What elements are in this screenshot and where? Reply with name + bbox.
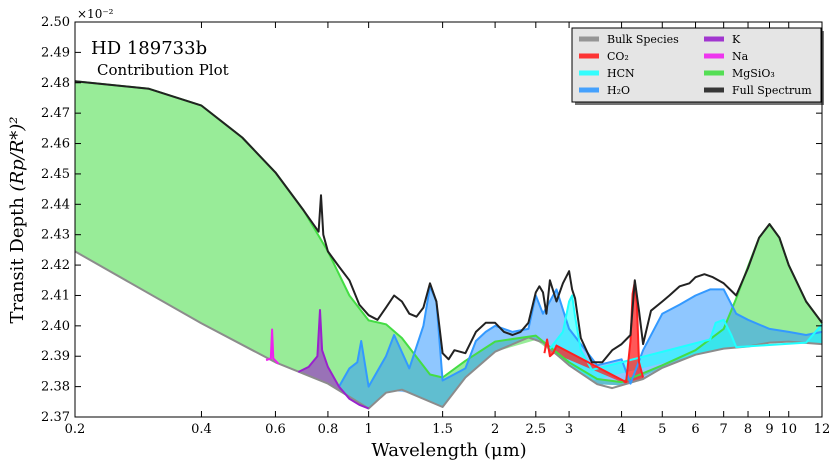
y-axis-label: Transit Depth (Rp/R*)² bbox=[7, 116, 28, 323]
y-tick-label: 2.46 bbox=[41, 137, 70, 152]
y-tick-label: 2.37 bbox=[41, 410, 70, 425]
legend-label-bulk-species: Bulk Species bbox=[607, 33, 679, 46]
x-tick-label: 0.4 bbox=[191, 422, 212, 437]
series-lines bbox=[74, 80, 823, 410]
series-fill-mgsio3 bbox=[75, 81, 822, 409]
y-tick-label: 2.49 bbox=[41, 45, 70, 60]
legend-label-full-spectrum: Full Spectrum bbox=[732, 84, 812, 97]
legend-label-hcn: HCN bbox=[607, 67, 635, 80]
series-fill-co2 bbox=[544, 281, 644, 384]
series-line-co2 bbox=[543, 280, 645, 384]
x-axis-label: Wavelength (μm) bbox=[371, 440, 526, 461]
x-tick-label: 5 bbox=[658, 422, 666, 437]
legend-label-k: K bbox=[732, 33, 741, 46]
chart-subtitle: Contribution Plot bbox=[97, 61, 229, 79]
plot-frame bbox=[74, 21, 823, 418]
x-tick-label: 2.5 bbox=[525, 422, 546, 437]
x-tick-label: 6 bbox=[691, 422, 699, 437]
axis-ticks: 0.2 0.4 0.6 0.8 1 1.5 2 2.5 3 4 5 6 7 8 9 10 12 2.37 2.38 2… bbox=[41, 15, 830, 437]
series-line-hcn bbox=[549, 294, 823, 371]
legend-label-na: Na bbox=[732, 50, 749, 63]
x-tick-label: 1.5 bbox=[432, 422, 453, 437]
x-tick-label: 8 bbox=[744, 422, 752, 437]
x-tick-label: 7 bbox=[720, 422, 728, 437]
legend-label-mgsio3: MgSiO₃ bbox=[732, 67, 775, 80]
x-tick-label: 0.6 bbox=[265, 422, 286, 437]
x-tick-label: 0.8 bbox=[318, 422, 339, 437]
y-tick-label: 2.44 bbox=[41, 197, 70, 212]
x-tick-label: 10 bbox=[780, 422, 797, 437]
series-line-k bbox=[297, 309, 369, 410]
y-multiplier: ×10⁻² bbox=[77, 7, 114, 21]
legend-label-co2: CO₂ bbox=[607, 50, 629, 63]
chart-title: HD 189733b bbox=[91, 38, 207, 59]
legend: Bulk Species CO₂ HCN H₂O K Na MgSiO₃ Full Spect… bbox=[571, 27, 824, 105]
y-tick-label: 2.48 bbox=[41, 76, 70, 91]
y-tick-label: 2.40 bbox=[41, 319, 70, 334]
series-line-na bbox=[265, 328, 280, 365]
y-tick-label: 2.39 bbox=[41, 349, 70, 364]
x-tick-label: 9 bbox=[765, 422, 773, 437]
y-tick-label: 2.38 bbox=[41, 380, 70, 395]
legend-box bbox=[571, 27, 822, 103]
y-tick-label: 2.47 bbox=[41, 106, 70, 121]
x-tick-label: 12 bbox=[814, 422, 831, 437]
x-tick-label: 0.2 bbox=[65, 422, 86, 437]
x-tick-label: 2 bbox=[491, 422, 499, 437]
y-tick-label: 2.43 bbox=[41, 228, 70, 243]
y-tick-label: 2.41 bbox=[41, 288, 70, 303]
x-tick-label: 3 bbox=[565, 422, 573, 437]
x-tick-label: 4 bbox=[617, 422, 625, 437]
series-line-full-spectrum bbox=[74, 80, 823, 364]
legend-label-h2o: H₂O bbox=[607, 84, 630, 97]
y-tick-label: 2.42 bbox=[41, 258, 70, 273]
y-tick-label: 2.45 bbox=[41, 167, 70, 182]
x-tick-label: 1 bbox=[364, 422, 372, 437]
y-tick-label: 2.50 bbox=[41, 15, 70, 30]
y-axis-label-group: Transit Depth (Rp/R*)² bbox=[7, 116, 28, 323]
